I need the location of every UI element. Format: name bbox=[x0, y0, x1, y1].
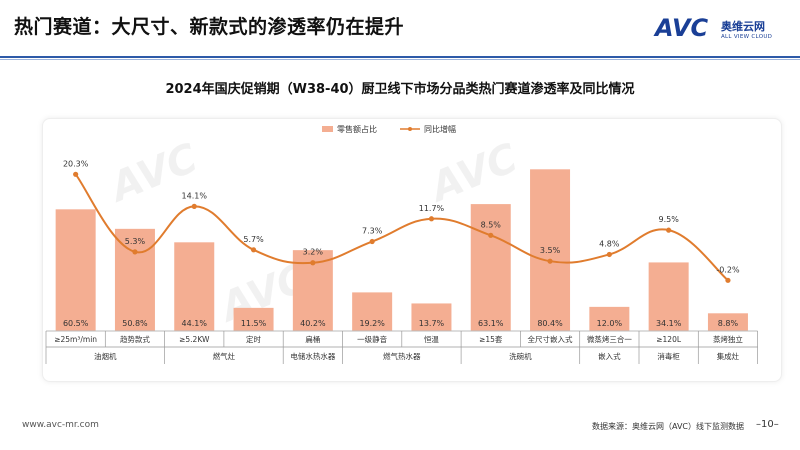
page-number: –10– bbox=[756, 419, 779, 430]
x-tick-label: 趋势款式 bbox=[120, 334, 150, 344]
x-tick-label: 扁桶 bbox=[305, 334, 320, 344]
line-point bbox=[606, 251, 612, 258]
x-tick-label: ≥25m³/min bbox=[54, 335, 97, 344]
line-point bbox=[132, 249, 138, 255]
chart-panel bbox=[42, 118, 782, 382]
bar bbox=[352, 292, 393, 331]
page-title: 热门赛道：大尺寸、新款式的渗透率仍在提升 bbox=[14, 16, 405, 38]
bar-data-label: 11.5% bbox=[241, 319, 267, 328]
bar-data-label: 40.2% bbox=[300, 319, 326, 328]
line-point bbox=[191, 203, 197, 209]
logo-cn: 奥维云网 bbox=[721, 20, 765, 33]
legend-marker-line bbox=[408, 127, 412, 131]
group-label: 嵌入式 bbox=[598, 351, 621, 361]
x-tick-label: ≥120L bbox=[656, 335, 682, 344]
x-tick-label: ≥15套 bbox=[479, 334, 503, 344]
line-point bbox=[725, 277, 731, 283]
group-label: 消毒柜 bbox=[657, 351, 680, 361]
data-source: 数据来源：奥维云网（AVC）线下监测数据 bbox=[592, 422, 745, 431]
bar bbox=[114, 228, 155, 331]
bar-data-label: 8.8% bbox=[718, 319, 739, 328]
bar-data-label: 80.4% bbox=[537, 319, 563, 328]
line-data-label: 3.2% bbox=[303, 248, 324, 257]
line-point bbox=[488, 232, 494, 238]
line-data-label: 3.5% bbox=[540, 246, 561, 255]
line-data-label: 7.3% bbox=[362, 227, 383, 236]
chart-title: 2024年国庆促销期（W38-40）厨卫线下市场分品类热门赛道渗透率及同比情况 bbox=[165, 82, 635, 97]
group-label: 燃气灶 bbox=[213, 351, 236, 361]
bar bbox=[233, 307, 274, 331]
x-tick-label: 蒸烤独立 bbox=[713, 334, 743, 344]
line-data-label: 5.3% bbox=[125, 237, 146, 246]
line-data-label: 11.7% bbox=[419, 204, 445, 213]
line-point bbox=[369, 238, 375, 245]
legend-label-bar: 零售额占比 bbox=[337, 124, 377, 134]
bar-data-label: 13.7% bbox=[419, 319, 445, 328]
bar bbox=[707, 313, 748, 331]
legend-swatch-bar bbox=[322, 126, 333, 132]
x-tick-label: 一级静音 bbox=[357, 334, 387, 344]
line-point bbox=[428, 216, 435, 222]
bar-data-label: 44.1% bbox=[182, 319, 208, 328]
group-label: 集成灶 bbox=[717, 351, 740, 361]
group-label: 油烟机 bbox=[94, 351, 117, 361]
bar bbox=[174, 242, 215, 331]
bar bbox=[55, 209, 96, 331]
line-data-label: -0.2% bbox=[716, 265, 740, 274]
legend-label-line: 同比增幅 bbox=[424, 124, 456, 134]
line-point bbox=[310, 260, 316, 266]
bar bbox=[530, 169, 571, 331]
logo-brand: AVC bbox=[655, 14, 709, 42]
bar-data-label: 12.0% bbox=[597, 319, 623, 328]
line-series-path bbox=[74, 173, 729, 282]
group-label: 洗碗机 bbox=[509, 351, 532, 361]
header-divider bbox=[0, 56, 800, 58]
line-point bbox=[250, 247, 257, 253]
x-tick-label: 恒温 bbox=[424, 334, 439, 344]
avc-logo: AVC 奥维云网 ALL VIEW CLOUD bbox=[655, 12, 775, 48]
line-data-label: 4.8% bbox=[599, 239, 620, 248]
line-point bbox=[547, 258, 553, 264]
bar-data-label: 63.1% bbox=[478, 319, 504, 328]
line-data-label: 5.7% bbox=[243, 235, 264, 244]
bar bbox=[648, 262, 689, 331]
x-tick-label: 定时 bbox=[246, 334, 261, 344]
line-data-label: 20.3% bbox=[63, 159, 89, 168]
line-data-label: 9.5% bbox=[658, 215, 679, 224]
bar-data-label: 34.1% bbox=[656, 319, 682, 328]
bar bbox=[589, 306, 630, 331]
x-tick-label: 全尺寸嵌入式 bbox=[528, 334, 573, 344]
group-label: 电储水热水器 bbox=[290, 351, 335, 361]
website-url[interactable]: www.avc-mr.com bbox=[22, 420, 99, 430]
x-tick-label: ≥5.2KW bbox=[179, 335, 210, 344]
x-tick-label: 微蒸烤三合一 bbox=[587, 334, 632, 344]
bar bbox=[470, 204, 511, 331]
line-point bbox=[666, 227, 672, 233]
bar bbox=[411, 303, 452, 331]
bar-data-label: 60.5% bbox=[63, 319, 89, 328]
line-data-label: 8.5% bbox=[481, 220, 502, 229]
line-data-label: 14.1% bbox=[182, 191, 208, 200]
group-label: 燃气热水器 bbox=[383, 351, 421, 361]
logo-en: ALL VIEW CLOUD bbox=[721, 34, 773, 40]
bar-data-label: 19.2% bbox=[359, 319, 385, 328]
header-divider-thin bbox=[0, 59, 800, 60]
bar-data-label: 50.8% bbox=[122, 319, 148, 328]
line-point bbox=[73, 171, 79, 177]
